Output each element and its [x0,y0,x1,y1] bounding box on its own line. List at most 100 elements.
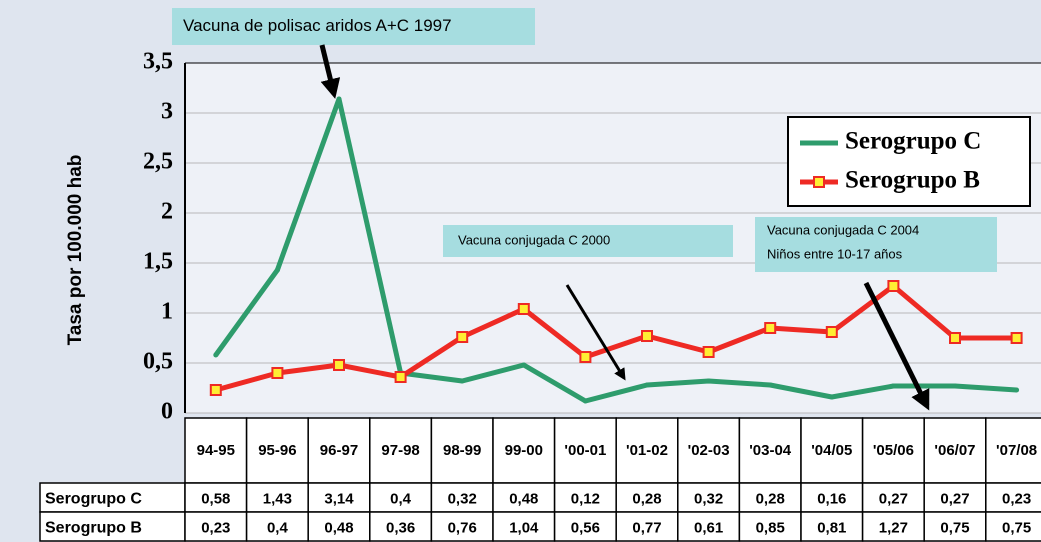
x-tick-label: '06/07 [934,441,976,459]
header-cell: '07/08 [996,441,1038,459]
table-cell [39,482,186,513]
x-tick-label: 95-96 [258,441,297,459]
table-cell [615,482,679,513]
header-cell: '01-02 [626,441,668,459]
table-value: 0,23 [201,519,230,536]
marker [644,382,650,388]
table-value: 0,48 [324,519,353,536]
x-tick-label: '07/08 [996,441,1038,459]
table-value: 0,32 [694,490,723,507]
table-cell [492,482,556,513]
table-value: 0,75 [1002,519,1031,536]
marker [213,352,219,358]
header-cell: '03-04 [749,442,791,459]
table-cell [985,511,1041,542]
header-cell: 96-97 [319,441,359,459]
annotation-text: Vacuna de polisac aridos A+C 1997 [183,16,452,35]
table-cell [184,417,248,484]
header-cell: '02-03 [687,441,730,459]
header-cell: 98-99 [443,441,482,459]
marker [459,378,465,384]
header-cell: 94-95 [196,441,235,459]
marker [336,96,342,102]
y-tick-label: 0 [161,399,173,425]
header-cell: 97-98 [381,441,420,459]
marker [209,384,222,396]
table-value: 0,23 [1002,490,1031,507]
x-tick-label: '04/05 [811,441,853,459]
marker [274,267,280,273]
table-value: 0,75 [940,519,969,536]
table-value: 1,04 [509,519,539,536]
x-tick-label: 94-95 [196,441,235,459]
table-cell [553,511,617,542]
header-cell: '05/06 [872,441,914,459]
marker [764,322,777,334]
y-axis-label: Tasa por 100.000 hab [65,155,86,346]
x-tick-label: 96-97 [319,441,359,459]
table-cell [923,482,987,513]
marker [394,371,407,383]
table-value: 0,28 [632,490,661,507]
annotation-box [443,225,733,257]
annotation-box [755,217,997,272]
annotation-text: Vacuna conjugada C 2004 [767,222,919,237]
table-cell [369,511,433,542]
marker [767,382,773,388]
marker [702,346,715,358]
marker [582,398,588,404]
table-value: 0,77 [632,519,661,536]
marker [952,383,958,389]
marker [271,367,284,379]
y-tick-label: 3,5 [143,49,173,75]
table-cell [553,417,617,484]
x-tick-label: 98-99 [443,441,482,459]
row-label: Serogrupo C [45,491,142,508]
annotation-box [172,8,535,45]
table-value: 0,48 [509,490,538,507]
row-label: Serogrupo B [45,520,142,537]
x-tick-label: '05/06 [872,441,914,459]
y-tick-label: 2 [161,199,173,225]
x-tick-label: '01-02 [626,441,668,459]
arrow [319,44,341,99]
table-cell [861,417,925,484]
marker [641,330,653,342]
table-value: 0,58 [201,490,230,507]
x-tick-label: 97-98 [381,441,420,459]
table-cell [245,511,309,542]
table-value: 0,4 [390,490,412,507]
table-cell [369,482,433,513]
marker [579,351,592,363]
y-tick-label: 2,5 [143,149,173,175]
legend-label: Serogrupo B [845,167,980,194]
table-value: 3,14 [324,490,354,507]
table-value: 0,85 [756,519,785,536]
table-value: 0,28 [756,490,785,507]
table-cell [738,511,802,542]
x-tick-label: '02-03 [687,441,730,459]
arrow [863,281,930,411]
table-value: 0,27 [940,490,969,507]
legend-box [787,116,1031,207]
table-value: 0,4 [267,519,289,536]
table-cell [677,417,741,484]
table-value: 0,61 [694,519,723,536]
table-value: 0,16 [817,490,846,507]
marker [706,378,712,384]
header-cell: '00-01 [564,441,607,459]
x-tick-label: '00-01 [564,441,607,459]
annotation-text: Vacuna conjugada C 2000 [458,232,610,247]
table-cell [923,511,987,542]
marker [949,332,961,344]
x-tick-label: 99-00 [504,441,543,459]
table-cell [615,511,679,542]
marker [517,303,530,315]
header-cell: '06/07 [934,441,976,459]
marker [456,331,469,343]
y-tick-label: 1,5 [143,249,173,275]
y-tick-label: 1 [161,299,173,325]
annotation-text: Niños entre 10-17 años [767,246,903,261]
table-value: 0,32 [448,490,477,507]
